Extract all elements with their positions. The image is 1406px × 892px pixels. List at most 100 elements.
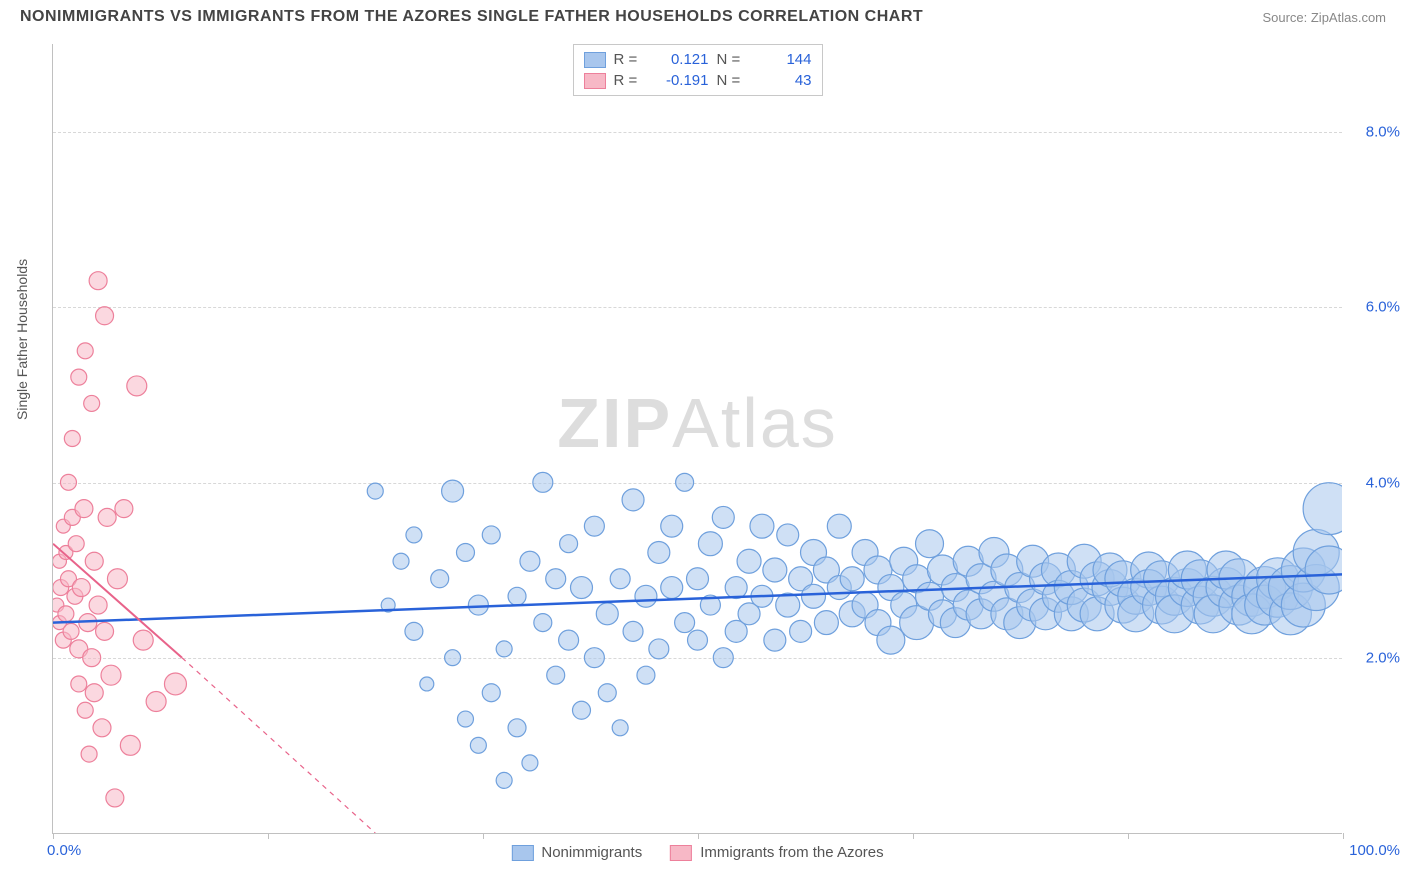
data-point	[107, 569, 127, 589]
data-point	[570, 577, 592, 599]
data-point	[1303, 483, 1342, 535]
y-tick-label: 6.0%	[1350, 299, 1400, 316]
data-point	[533, 472, 553, 492]
x-label-left: 0.0%	[47, 842, 81, 859]
x-tick	[1128, 833, 1129, 839]
data-point	[470, 737, 486, 753]
data-point	[598, 684, 616, 702]
y-tick-label: 2.0%	[1350, 650, 1400, 667]
data-point	[60, 474, 76, 490]
data-point	[520, 551, 540, 571]
data-point	[482, 526, 500, 544]
data-point	[393, 553, 409, 569]
data-point	[71, 676, 87, 692]
data-point	[72, 579, 90, 597]
data-point	[698, 532, 722, 556]
data-point	[534, 614, 552, 632]
data-point	[496, 641, 512, 657]
data-point	[713, 648, 733, 668]
data-point	[547, 666, 565, 684]
x-tick	[483, 833, 484, 839]
scatter-plot	[53, 44, 1342, 833]
data-point	[790, 620, 812, 642]
data-point	[676, 473, 694, 491]
y-tick-label: 8.0%	[1350, 123, 1400, 140]
data-point	[106, 789, 124, 807]
source-label: Source: ZipAtlas.com	[1262, 10, 1386, 25]
data-point	[687, 568, 709, 590]
data-point	[431, 570, 449, 588]
data-point	[127, 376, 147, 396]
data-point	[84, 395, 100, 411]
legend-row-blue: R = 0.121 N = 144	[584, 49, 812, 70]
data-point	[737, 549, 761, 573]
data-point	[814, 611, 838, 635]
swatch-pink	[584, 73, 606, 89]
x-label-right: 100.0%	[1349, 842, 1400, 859]
data-point	[58, 606, 74, 622]
data-point	[75, 500, 93, 518]
data-point	[71, 369, 87, 385]
legend-item-pink: Immigrants from the Azores	[670, 844, 883, 861]
x-tick	[268, 833, 269, 839]
data-point	[764, 629, 786, 651]
data-point	[661, 577, 683, 599]
data-point	[442, 480, 464, 502]
y-tick-label: 4.0%	[1350, 474, 1400, 491]
x-tick	[1343, 833, 1344, 839]
data-point	[612, 720, 628, 736]
data-point	[840, 567, 864, 591]
data-point	[115, 500, 133, 518]
data-point	[661, 515, 683, 537]
data-point	[89, 272, 107, 290]
data-point	[405, 622, 423, 640]
swatch-blue	[584, 52, 606, 68]
data-point	[68, 536, 84, 552]
data-point	[763, 558, 787, 582]
data-point	[688, 630, 708, 650]
data-point	[584, 648, 604, 668]
data-point	[96, 622, 114, 640]
data-point	[623, 621, 643, 641]
x-tick	[913, 833, 914, 839]
data-point	[89, 596, 107, 614]
data-point	[85, 552, 103, 570]
data-point	[637, 666, 655, 684]
x-tick	[698, 833, 699, 839]
data-point	[508, 719, 526, 737]
swatch-pink	[670, 845, 692, 861]
data-point	[675, 613, 695, 633]
data-point	[77, 343, 93, 359]
data-point	[164, 673, 186, 695]
data-point	[522, 755, 538, 771]
data-point	[83, 649, 101, 667]
data-point	[85, 684, 103, 702]
data-point	[648, 541, 670, 563]
data-point	[146, 692, 166, 712]
data-point	[712, 506, 734, 528]
data-point	[546, 569, 566, 589]
data-point	[456, 543, 474, 561]
data-point	[63, 623, 79, 639]
data-point	[596, 603, 618, 625]
data-point	[120, 735, 140, 755]
data-point	[406, 527, 422, 543]
data-point	[916, 530, 944, 558]
data-point	[420, 677, 434, 691]
data-point	[584, 516, 604, 536]
data-point	[750, 514, 774, 538]
data-point	[560, 535, 578, 553]
header: NONIMMIGRANTS VS IMMIGRANTS FROM THE AZO…	[0, 0, 1406, 30]
chart-title: NONIMMIGRANTS VS IMMIGRANTS FROM THE AZO…	[20, 8, 923, 26]
data-point	[468, 595, 488, 615]
legend-item-blue: Nonimmigrants	[511, 844, 642, 861]
data-point	[827, 514, 851, 538]
data-point	[725, 577, 747, 599]
data-point	[877, 626, 905, 654]
data-point	[96, 307, 114, 325]
swatch-blue	[511, 845, 533, 861]
data-point	[64, 431, 80, 447]
x-tick	[53, 833, 54, 839]
data-point	[133, 630, 153, 650]
data-point	[367, 483, 383, 499]
